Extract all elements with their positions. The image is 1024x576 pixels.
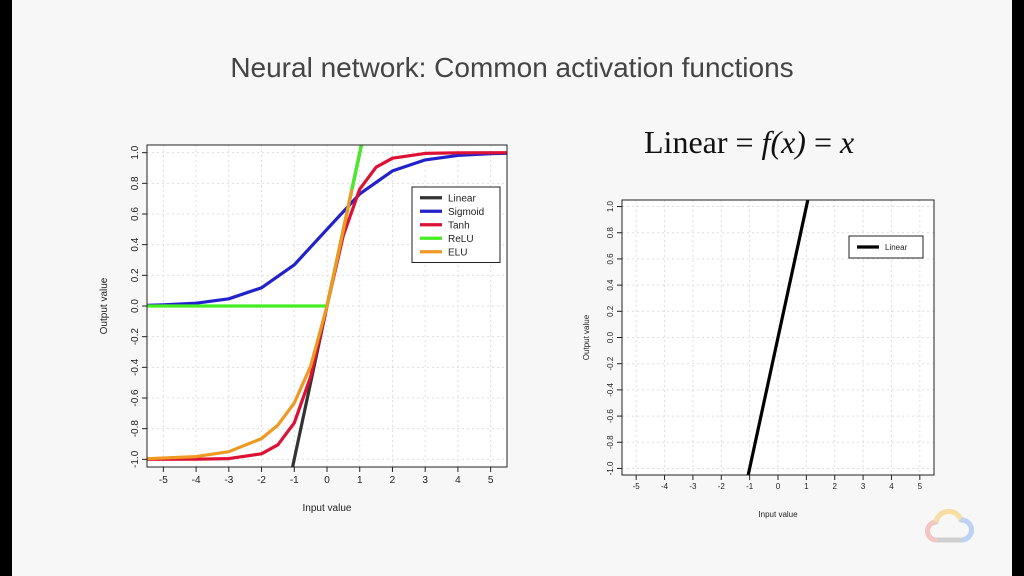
right-x-tick-label: -5 — [633, 482, 641, 491]
left-y-tick-label: 0.4 — [130, 237, 141, 251]
left-legend-label-linear: Linear — [448, 193, 476, 204]
formula-fx: f(x) — [761, 124, 806, 160]
right-x-axis-label: Input value — [758, 510, 798, 519]
left-y-tick-label: -0.6 — [130, 389, 141, 407]
left-x-tick-label: -3 — [224, 475, 233, 486]
slide: Neural network: Common activation functi… — [12, 0, 1012, 576]
right-x-tick-label: 3 — [861, 482, 866, 491]
left-legend-label-tanh: Tanh — [448, 220, 470, 231]
left-legend-label-elu: ELU — [448, 247, 467, 258]
formula-eq2: = — [813, 124, 832, 160]
left-series-elu — [147, 189, 354, 461]
right-y-tick-label: 0.4 — [606, 279, 615, 291]
right-x-tick-label: -1 — [746, 482, 754, 491]
left-series-group — [147, 145, 507, 467]
left-y-tick-label: -0.8 — [130, 420, 141, 438]
right-x-tick-label: -3 — [689, 482, 697, 491]
left-x-tick-label: 5 — [488, 475, 494, 486]
left-x-tick-label: -1 — [290, 475, 299, 486]
formula-lhs: Linear — [644, 124, 728, 160]
google-cloud-logo-icon — [925, 508, 974, 543]
right-x-tick-label: 2 — [833, 482, 838, 491]
right-y-axis-label: Output value — [582, 314, 591, 360]
left-legend-label-sigmoid: Sigmoid — [448, 207, 484, 218]
left-x-tick-label: 4 — [455, 475, 461, 486]
right-legend-label-linear: Linear — [885, 243, 908, 252]
left-y-tick-label: 0.6 — [130, 207, 141, 221]
right-series-linear — [746, 200, 810, 475]
left-x-tick-label: -5 — [159, 475, 168, 486]
right-x-tick-label: 0 — [776, 482, 781, 491]
right-x-tick-label: 4 — [889, 482, 894, 491]
left-y-tick-label: -0.4 — [130, 358, 141, 376]
right-y-tick-label: -0.2 — [606, 356, 615, 370]
right-series-group — [746, 200, 810, 475]
right-legend-box — [848, 235, 924, 259]
left-x-tick-label: 0 — [324, 475, 330, 486]
formula-rhs: x — [840, 124, 855, 160]
right-y-tick-label: -0.6 — [606, 409, 615, 423]
formula-eq1: = — [735, 124, 754, 160]
right-x-tick-label: -4 — [661, 482, 669, 491]
left-x-tick-label: -4 — [192, 475, 201, 486]
linear-formula: Linear = f(x) = x — [644, 124, 854, 161]
left-y-tick-label: -1.0 — [130, 450, 141, 468]
right-x-tick-label: 5 — [918, 482, 923, 491]
right-y-tick-label: -0.4 — [606, 382, 615, 396]
left-y-axis-label: Output value — [99, 277, 110, 334]
right-y-tick-label: 0.6 — [606, 253, 615, 265]
right-y-tick-label: 0.0 — [606, 331, 615, 343]
left-legend-label-relu: ReLU — [448, 234, 474, 245]
left-x-tick-label: 2 — [390, 475, 396, 486]
left-y-tick-label: 0.8 — [130, 176, 141, 190]
right-x-tick-label: 1 — [804, 482, 809, 491]
linear-function-chart: -5 -4 -3 -2 -1 0 1 2 3 4 5 -1.0 -0.8 -0.6 -0.4 -0.2 0.0 0… — [582, 199, 935, 519]
right-y-tick-label: 1.0 — [606, 200, 615, 212]
left-y-tick-label: 1.0 — [130, 145, 141, 159]
right-y-tick-label: -0.8 — [606, 435, 615, 449]
left-y-tick-label: 0.2 — [130, 268, 141, 282]
left-series-sigmoid — [147, 151, 507, 307]
right-y-tick-label: 0.8 — [606, 227, 615, 239]
left-x-axis-label: Input value — [303, 503, 352, 514]
left-y-tick-label: 0.0 — [130, 299, 141, 313]
right-y-tick-label: 0.2 — [606, 305, 615, 317]
activation-functions-chart: -5 -4 -3 -2 -1 0 1 2 3 4 5 -1.0 -0.8 -0.6 -0.4 -0.2 0.0 0… — [99, 144, 508, 514]
left-x-tick-label: -2 — [257, 475, 266, 486]
left-x-tick-label: 1 — [357, 475, 363, 486]
left-y-tick-label: -0.2 — [130, 328, 141, 346]
slide-title: Neural network: Common activation functi… — [230, 52, 794, 83]
left-x-tick-label: 3 — [422, 475, 428, 486]
right-x-tick-label: -2 — [718, 482, 726, 491]
right-y-tick-label: -1.0 — [606, 461, 615, 475]
